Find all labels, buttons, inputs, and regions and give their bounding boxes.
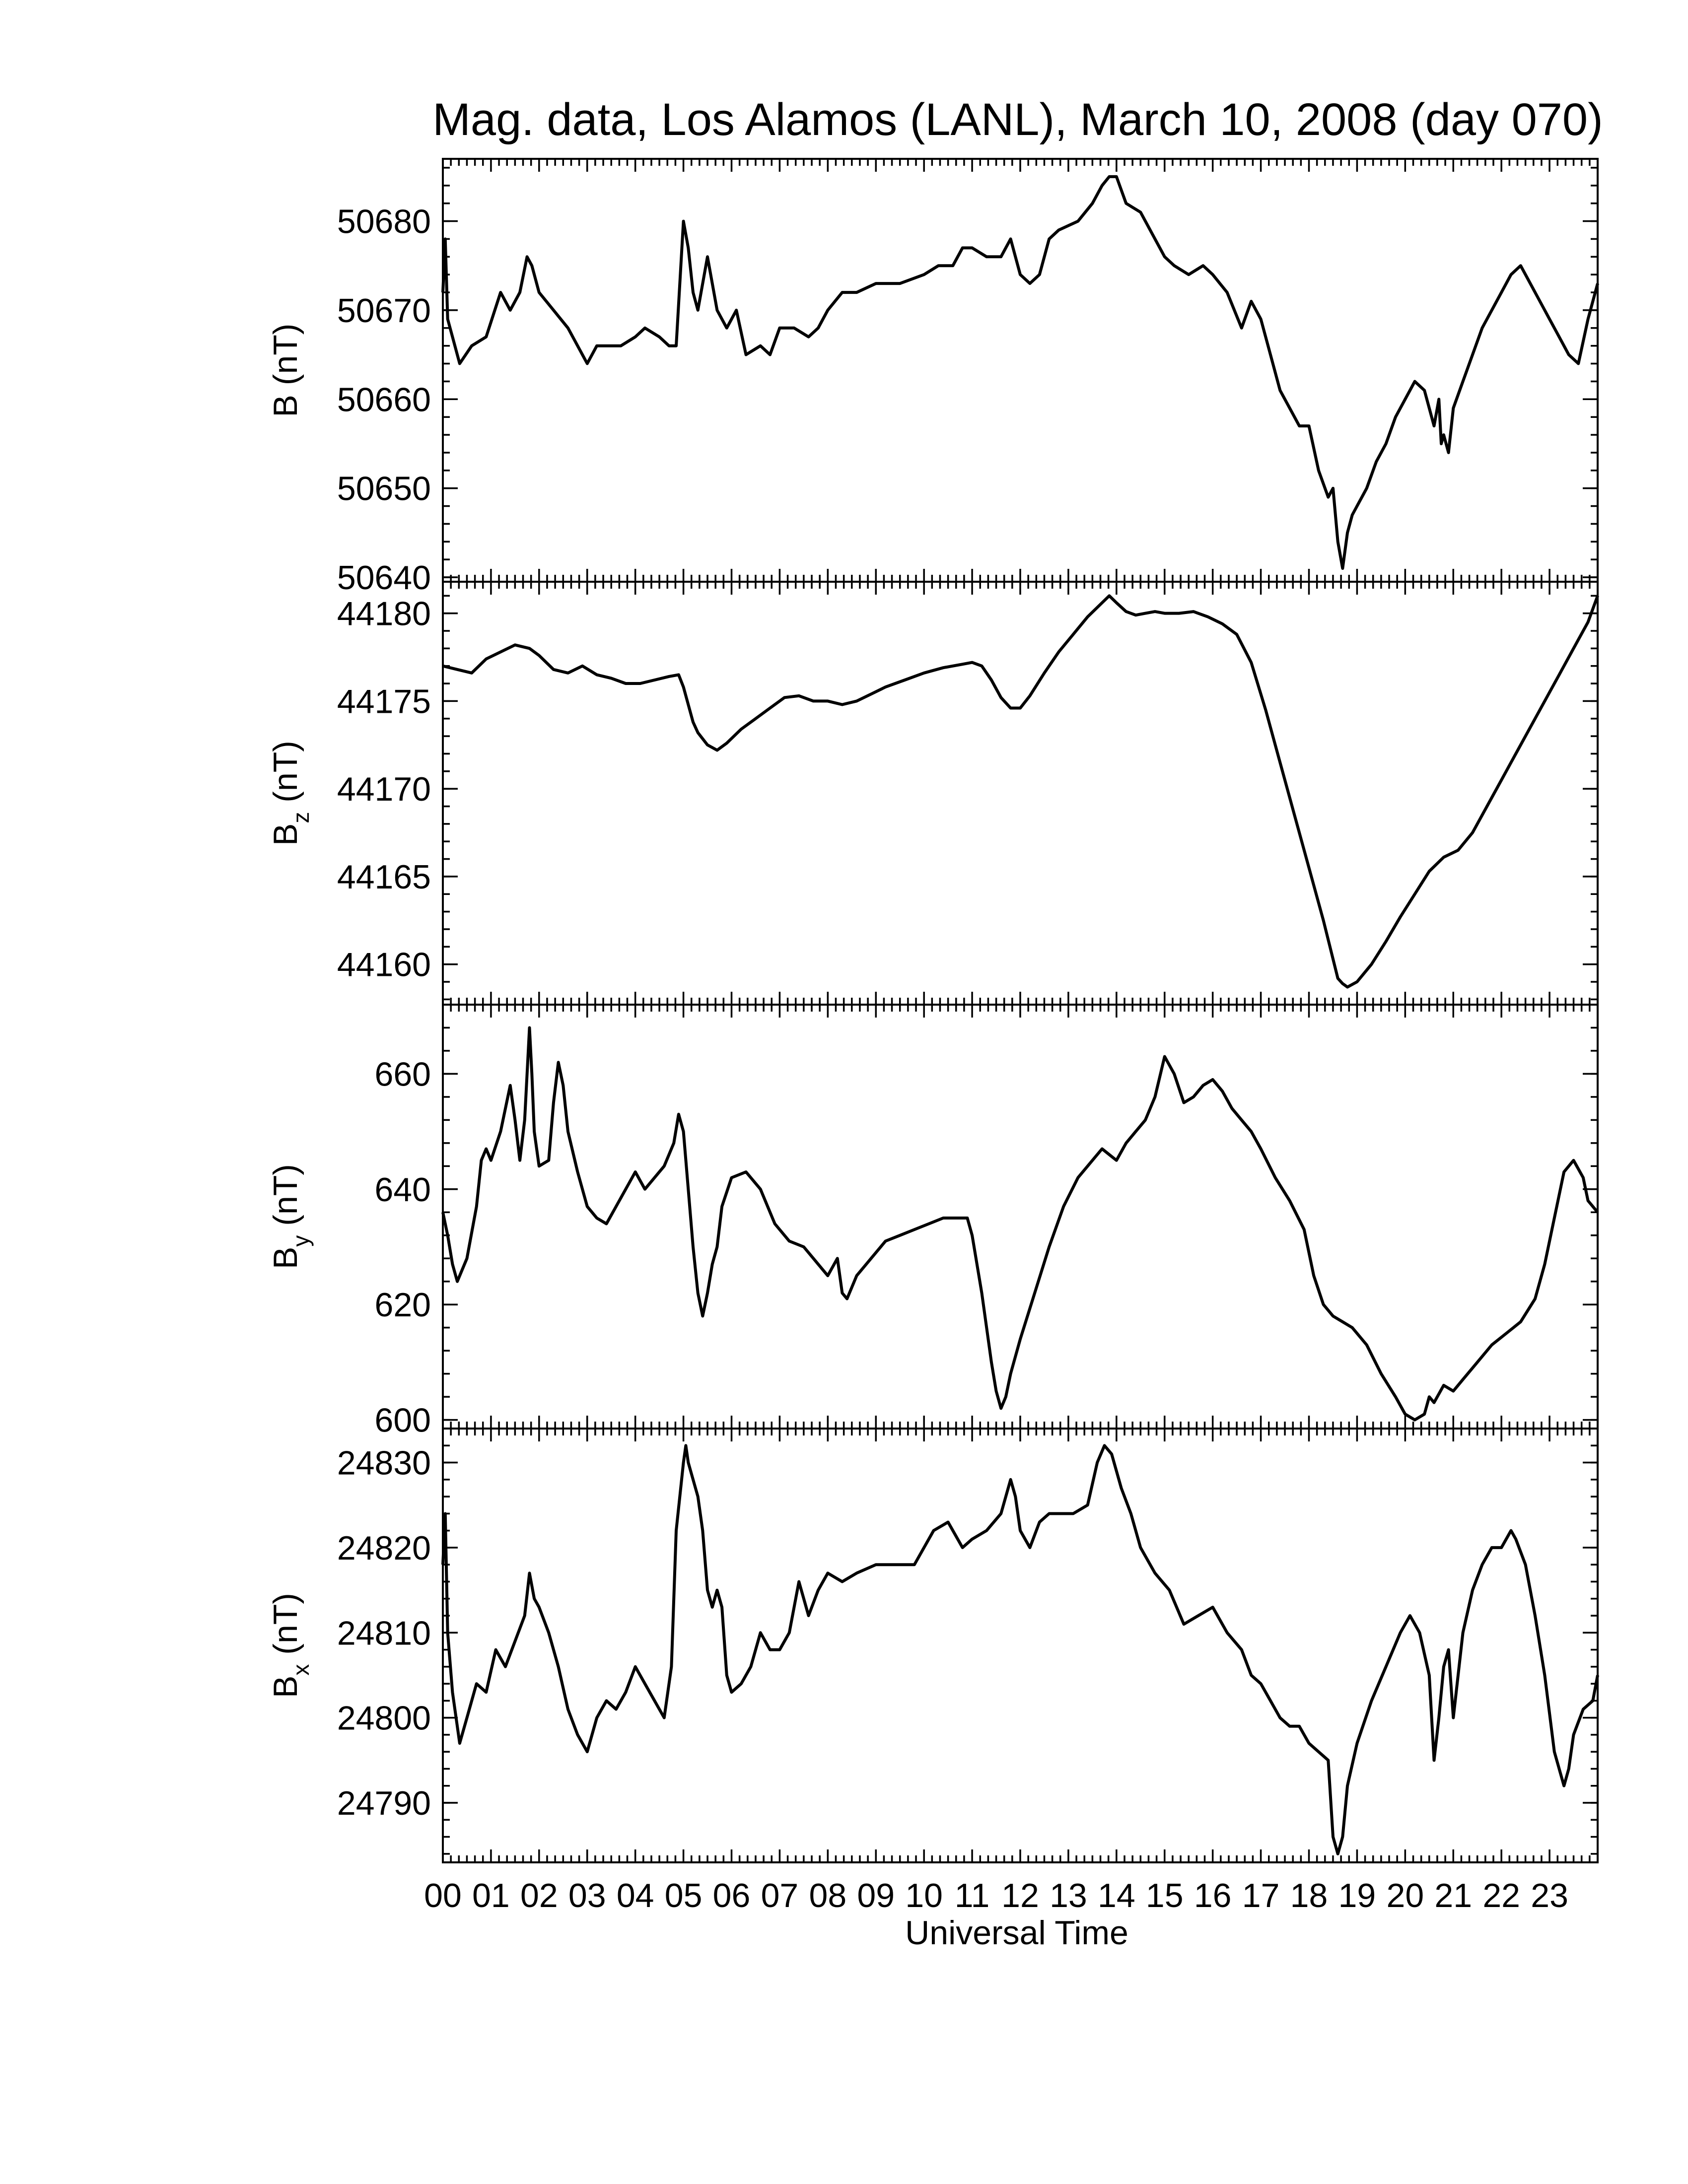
y-tick-label: 50670 <box>337 292 431 330</box>
y-tick-label: 24800 <box>337 1700 431 1737</box>
y-axis-label-symbol: B <box>267 1247 304 1269</box>
y-axis-label-subscript: x <box>288 1664 314 1676</box>
y-tick-label: 24820 <box>337 1529 431 1567</box>
panel-1: 50640 50650 50660 50670 50680 B (nT) <box>267 158 1599 597</box>
y-tick-label: 50650 <box>337 470 431 508</box>
x-tick-label: 01 <box>472 1877 510 1914</box>
x-tick-label: 18 <box>1290 1877 1328 1914</box>
x-tick-label: 13 <box>1050 1877 1087 1914</box>
y-axis-label-unit: (nT) <box>267 324 304 395</box>
panel-2-frame <box>442 581 1599 1006</box>
y-axis-label-symbol: B <box>267 1676 304 1698</box>
y-tick-label: 24830 <box>337 1444 431 1482</box>
y-tick-label: 44165 <box>337 858 431 896</box>
y-tick-label: 50680 <box>337 203 431 241</box>
x-tick-label: 00 <box>424 1877 462 1914</box>
chart-title: Mag. data, Los Alamos (LANL), March 10, … <box>432 94 1603 145</box>
x-tick-label: 12 <box>1001 1877 1039 1914</box>
panel-3-frame <box>442 1004 1599 1430</box>
x-tick-label: 20 <box>1387 1877 1424 1914</box>
y-tick-label: 50640 <box>337 559 431 597</box>
y-tick-label: 44170 <box>337 770 431 808</box>
y-axis-label-subscript: z <box>288 812 314 823</box>
y-tick-label: 660 <box>375 1055 431 1093</box>
x-tick-label: 03 <box>568 1877 606 1914</box>
y-tick-label: 44175 <box>337 682 431 720</box>
series-line-3 <box>441 1026 1599 1422</box>
y-tick-label: 44180 <box>337 595 431 633</box>
panel-1-frame <box>442 158 1599 583</box>
y-tick-label: 600 <box>375 1402 431 1439</box>
x-tick-label: 23 <box>1531 1877 1568 1914</box>
y-axis-label-unit: (nT) <box>267 1593 304 1664</box>
x-tick-label: 15 <box>1146 1877 1184 1914</box>
x-axis-label: Universal Time <box>905 1914 1128 1952</box>
y-axis-label-4: Bx (nT) <box>267 1593 314 1698</box>
x-tick-label: 06 <box>713 1877 751 1914</box>
x-tick-label: 04 <box>617 1877 654 1914</box>
y-axis-label-3: By (nT) <box>267 1164 314 1269</box>
x-tick-label: 02 <box>520 1877 558 1914</box>
panel-2: 44160 44165 44170 44175 44180 Bz (nT) <box>267 581 1599 1006</box>
x-tick-label: 17 <box>1242 1877 1280 1914</box>
x-tick-label: 19 <box>1338 1877 1376 1914</box>
y-axis-label-2: Bz (nT) <box>267 741 314 846</box>
y-axis-label-1: B (nT) <box>267 324 304 417</box>
x-tick-label: 08 <box>809 1877 847 1914</box>
y-tick-label: 620 <box>375 1286 431 1324</box>
series-line-2 <box>442 594 1599 989</box>
x-tick-label: 22 <box>1482 1877 1520 1914</box>
x-tick-labels: 00 01 02 03 04 05 06 07 08 09 10 11 12 13 14 15 16 17 18 19… <box>424 1877 1568 1914</box>
y-axis-label-subscript: y <box>288 1235 314 1247</box>
y-axis-label-unit: (nT) <box>267 741 304 812</box>
x-tick-label: 16 <box>1194 1877 1232 1914</box>
y-axis-label-symbol: B <box>267 823 304 846</box>
x-tick-label: 21 <box>1434 1877 1472 1914</box>
y-tick-label: 640 <box>375 1171 431 1209</box>
y-axis-label-symbol: B <box>267 395 304 417</box>
x-tick-label: 11 <box>955 1877 990 1914</box>
series-line-1 <box>441 175 1599 570</box>
x-tick-label: 14 <box>1098 1877 1135 1914</box>
y-tick-label: 44160 <box>337 946 431 984</box>
x-tick-label: 10 <box>905 1877 943 1914</box>
x-tick-label: 05 <box>665 1877 703 1914</box>
y-axis-label-unit: (nT) <box>267 1164 304 1235</box>
series-line-4 <box>441 1444 1599 1855</box>
panel-4: 24790 24800 24810 24820 24830 Bx (nT) <box>267 1428 1599 1863</box>
panel-3: 600 620 640 660 By (nT) <box>267 1004 1599 1439</box>
panel-4-frame <box>442 1428 1599 1863</box>
x-tick-label: 09 <box>857 1877 895 1914</box>
x-tick-label: 07 <box>761 1877 799 1914</box>
y-tick-label: 50660 <box>337 381 431 418</box>
y-tick-label: 24790 <box>337 1784 431 1822</box>
y-tick-label: 24810 <box>337 1614 431 1652</box>
